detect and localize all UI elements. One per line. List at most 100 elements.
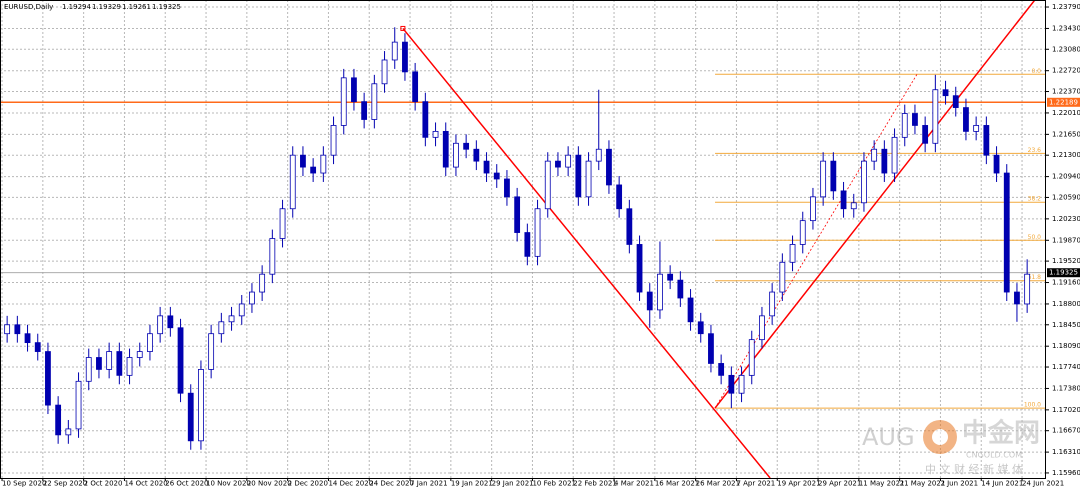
header-value: 1.19294: [62, 3, 91, 11]
x-tick-label: 22 Sep 2020: [43, 480, 87, 488]
candle-body: [259, 273, 266, 293]
candle-body: [881, 148, 888, 174]
candle-body: [544, 160, 551, 210]
candle-body: [922, 125, 929, 144]
y-tick-label: 1.22010: [1052, 109, 1080, 117]
candle-body: [289, 154, 296, 210]
candle-body: [718, 363, 725, 376]
candle-body: [565, 154, 572, 168]
x-tick-label: 19 Apr 2021: [777, 480, 820, 488]
candle-body: [300, 154, 306, 168]
price-tag-label: 1.19325: [1049, 269, 1078, 277]
candle-body: [45, 351, 51, 406]
candle-body: [942, 89, 949, 97]
candle-body: [738, 374, 745, 394]
candle-body: [616, 184, 623, 210]
y-tick-label: 1.23790: [1052, 3, 1080, 11]
candle-body: [65, 428, 72, 436]
y-tick-label: 1.17020: [1052, 406, 1080, 414]
candle-body: [1014, 291, 1020, 305]
candle-body: [483, 160, 490, 174]
header-value: 1.19261: [122, 3, 151, 11]
candle-body: [126, 357, 133, 376]
x-tick-label: 20 Nov 2020: [247, 480, 292, 488]
candle-body: [779, 261, 786, 293]
x-tick-label: 2 Jun 2021: [940, 480, 978, 488]
candle-body: [75, 380, 82, 430]
plot-border: [0, 0, 1046, 479]
x-tick-label: 24 Dec 2020: [369, 480, 414, 488]
candle-body: [769, 291, 776, 317]
x-tick-label: 10 Sep 2020: [2, 480, 46, 488]
x-tick-label: 11 May 2021: [859, 480, 905, 488]
candle-body: [830, 160, 837, 192]
header-value: 1.19325: [152, 3, 181, 11]
candle-body: [575, 154, 582, 198]
candle-body: [585, 160, 592, 198]
x-tick-label: 4 Mar 2021: [614, 480, 654, 488]
plot-area: 0.0 23.6 38.2 50.0 61.8 100.0: [0, 0, 1045, 479]
price-tag: [1047, 268, 1080, 278]
x-tick-label: 14 Jun 2021: [981, 480, 1023, 488]
candle-body: [361, 101, 368, 120]
candle-body: [402, 41, 408, 73]
x-tick-label: 14 Dec 2020: [328, 480, 373, 488]
candle-body: [351, 77, 357, 103]
price-tag: [1047, 97, 1080, 107]
trendline-anchor: [400, 25, 406, 31]
y-tick-label: 1.19870: [1052, 236, 1080, 244]
x-tick-label: 7 Apr 2021: [736, 480, 775, 488]
candle-body: [524, 232, 531, 257]
candle-body: [85, 357, 92, 382]
candle-body: [646, 291, 653, 311]
candle-body: [667, 273, 674, 281]
candle-body: [810, 196, 816, 222]
fib-label: 100.0: [1024, 402, 1041, 409]
candle-body: [861, 160, 867, 204]
candle-body: [514, 196, 521, 233]
fib-label: 0.0: [1031, 68, 1041, 75]
candle-body: [759, 315, 765, 341]
candle-body: [208, 333, 215, 370]
y-tick-label: 1.15960: [1052, 469, 1080, 477]
fib-label: 38.2: [1028, 196, 1042, 203]
y-tick-label: 1.21650: [1052, 130, 1080, 138]
candle-body: [789, 244, 796, 263]
candle-body: [901, 113, 908, 138]
x-tick-label: 10 Nov 2020: [206, 480, 251, 488]
x-tick-label: 7 Jan 2021: [410, 480, 448, 488]
x-tick-label: 14 Oct 2020: [124, 480, 167, 488]
candle-body: [687, 297, 694, 323]
watermark-text: 中金网: [962, 418, 1040, 449]
candle-body: [320, 154, 327, 174]
y-tick-label: 1.18800: [1052, 300, 1080, 308]
candle-body: [330, 125, 337, 156]
candle-body: [432, 130, 439, 138]
header-value: 1.19329: [92, 3, 121, 11]
candle-body: [555, 160, 561, 168]
trendline: [714, 0, 1036, 409]
candle-body: [238, 303, 245, 317]
candle-body: [728, 374, 735, 394]
candle-body: [993, 154, 1000, 174]
y-tick-label: 1.23430: [1052, 24, 1080, 32]
candle-body: [4, 324, 11, 335]
watermark: AUG 中金网 CNGOLD.COM 中 文 财 经 新 媒 体: [862, 418, 1040, 477]
x-tick-label: 24 Jun 2021: [1022, 480, 1064, 488]
candle-body: [932, 89, 939, 144]
fib-label: 50.0: [1028, 234, 1042, 241]
y-tick-label: 1.20590: [1052, 193, 1080, 201]
candle-body: [96, 357, 102, 370]
y-tick-label: 1.21300: [1052, 151, 1080, 159]
candle-body: [228, 315, 235, 323]
candle-body: [636, 244, 643, 293]
candle-body: [157, 315, 164, 335]
candle-body: [412, 71, 419, 103]
candle-body: [595, 148, 602, 162]
x-tick-label: 2 Dec 2020: [288, 480, 328, 488]
y-tick-label: 1.17740: [1052, 363, 1080, 371]
y-tick-label: 1.20940: [1052, 173, 1080, 181]
candle-body: [657, 273, 663, 311]
watermark-logo-inner: [932, 429, 948, 445]
